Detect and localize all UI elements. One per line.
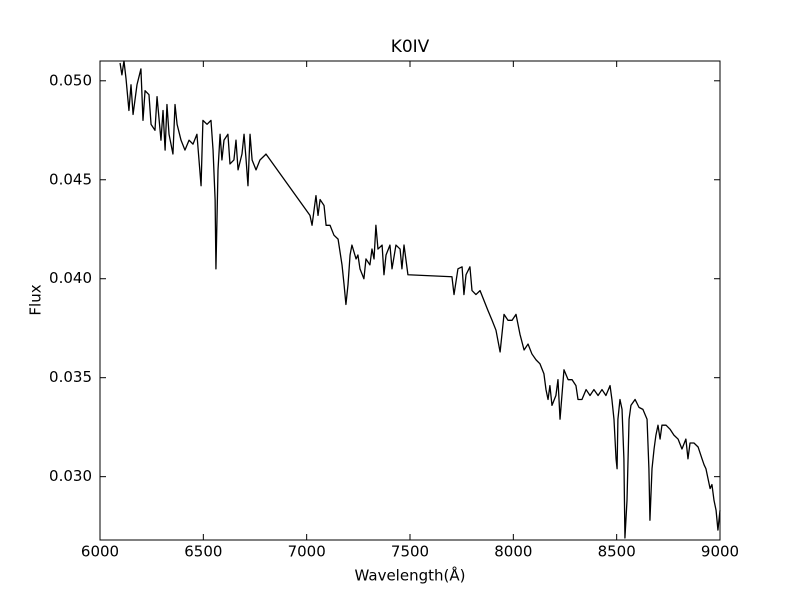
chart-title: K0IV <box>391 37 430 57</box>
y-tick-label: 0.040 <box>49 269 92 287</box>
x-tick-label: 6500 <box>184 543 222 561</box>
x-tick-label: 7000 <box>288 543 326 561</box>
x-tick-label: 7500 <box>391 543 429 561</box>
x-tick-label: 8000 <box>494 543 532 561</box>
x-tick-label: 8500 <box>598 543 636 561</box>
x-tick-label: 6000 <box>81 543 119 561</box>
y-tick-label: 0.035 <box>49 368 92 386</box>
y-tick-label: 0.045 <box>49 170 92 188</box>
spectrum-line <box>119 60 721 539</box>
y-axis-label: Flux <box>27 284 45 315</box>
y-tick-label: 0.030 <box>49 467 92 485</box>
x-axis-label: Wavelength(Å) <box>355 566 466 585</box>
x-tick-label: 9000 <box>701 543 739 561</box>
y-tick-label: 0.050 <box>49 71 92 89</box>
